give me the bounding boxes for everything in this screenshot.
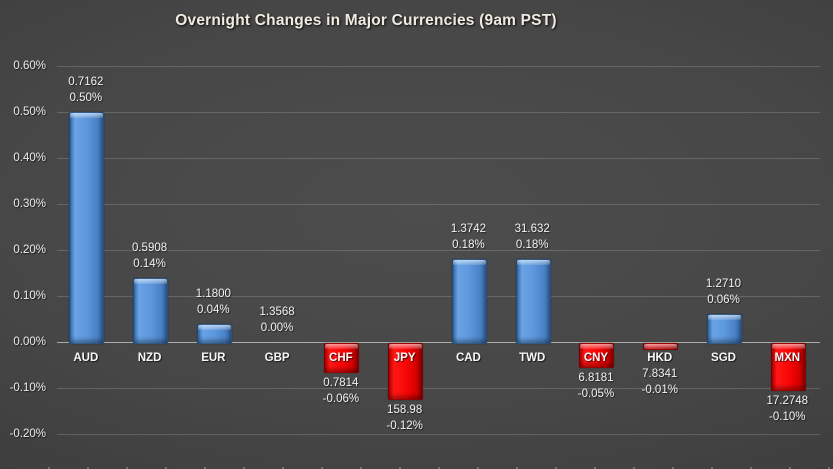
data-label-percent: 0.18% <box>452 239 485 252</box>
x-axis-label-jpy: JPY <box>393 352 416 364</box>
data-label-rate: 1.2710 <box>705 278 742 291</box>
bar-highlight <box>516 260 550 266</box>
bar-highlight <box>134 278 168 284</box>
x-axis-label-aud: AUD <box>73 352 99 364</box>
data-label-rate: 0.5908 <box>131 241 168 254</box>
bar-highlight <box>708 315 741 321</box>
data-label-sgd: 1.2710 0.06% <box>682 276 766 308</box>
gridline <box>57 204 820 205</box>
data-label-rate: 0.7162 <box>68 76 104 88</box>
data-label-rate: 1.3742 <box>450 223 486 236</box>
data-label-rate: 1.3568 <box>259 306 295 318</box>
x-axis-label-mxn: MXN <box>774 352 801 364</box>
y-axis-tick-label: 0.00% <box>13 336 46 348</box>
y-axis-tick-label: 0.10% <box>13 290 46 302</box>
data-label-cny: 6.8181 -0.05% <box>554 370 638 402</box>
data-label-percent: -0.05% <box>577 388 615 400</box>
x-axis-label-hkd: HKD <box>647 352 673 364</box>
y-axis-tick-label: 0.30% <box>13 198 46 210</box>
bar-jpy <box>388 343 424 401</box>
bar-cad <box>451 259 487 344</box>
bar-highlight <box>771 344 805 349</box>
data-label-percent: 0.14% <box>133 257 166 270</box>
data-label-percent: -0.01% <box>641 384 678 396</box>
zero-axis-line <box>57 342 820 343</box>
bar-mxn <box>770 343 806 391</box>
bar-highlight <box>325 344 359 349</box>
data-label-mxn: 17.2748 -0.10% <box>745 393 829 425</box>
data-label-rate: 1.1800 <box>195 287 231 300</box>
x-axis-label-eur: EUR <box>201 352 226 364</box>
data-label-jpy: 158.98 -0.12% <box>363 402 447 434</box>
data-label-rate: 158.98 <box>387 404 423 417</box>
data-label-hkd: 7.8341 -0.01% <box>618 366 702 398</box>
x-axis-label-cad: CAD <box>455 352 481 364</box>
data-label-percent: -0.10% <box>769 411 806 423</box>
bar-sgd <box>707 314 742 344</box>
gridline <box>57 158 820 159</box>
data-label-twd: 31.632 0.18% <box>490 221 574 253</box>
bar-highlight <box>452 260 486 266</box>
bar-highlight <box>580 344 614 349</box>
bar-twd <box>515 259 551 344</box>
x-axis-label-cny: CNY <box>583 352 609 364</box>
bottom-axis-ticks <box>48 467 833 469</box>
y-axis-tick-label: 0.50% <box>13 106 46 118</box>
bar-nzd <box>133 277 169 344</box>
y-axis-tick-label: 0.40% <box>13 152 46 164</box>
y-axis-tick-label: 0.20% <box>13 244 46 256</box>
data-label-rate: 0.7814 <box>323 376 359 389</box>
bar-highlight <box>70 113 104 118</box>
gridline <box>57 296 820 297</box>
y-axis-tick-label: -0.20% <box>9 428 46 440</box>
bar-highlight <box>197 324 231 330</box>
x-axis-label-nzd: NZD <box>137 352 162 364</box>
data-label-chf: 0.7814 -0.06% <box>299 375 383 407</box>
bar-highlight <box>389 344 423 349</box>
data-label-gbp: 1.3568 0.00% <box>235 304 319 336</box>
data-label-percent: 0.04% <box>197 303 230 316</box>
data-label-percent: 0.06% <box>707 294 740 307</box>
bar-cny <box>579 343 615 368</box>
data-label-nzd: 0.5908 0.14% <box>108 240 192 272</box>
data-label-rate: 17.2748 <box>766 395 809 407</box>
data-label-rate: 6.8181 <box>578 372 614 384</box>
x-axis-label-twd: TWD <box>519 352 546 364</box>
data-label-aud: 0.7162 0.50% <box>44 74 128 106</box>
gridline <box>57 66 820 67</box>
data-label-percent: 0.00% <box>260 322 294 334</box>
data-label-rate: 31.632 <box>514 223 550 236</box>
y-axis-tick-label: -0.10% <box>9 382 46 394</box>
data-label-percent: -0.12% <box>386 420 423 433</box>
bar-highlight <box>644 344 678 349</box>
data-label-eur: 1.1800 0.04% <box>171 286 255 318</box>
gridline <box>57 112 820 113</box>
bar-eur <box>196 323 232 344</box>
x-axis-label-sgd: SGD <box>711 352 736 364</box>
y-axis-tick-label: 0.60% <box>13 60 46 72</box>
bar-aud <box>69 112 105 344</box>
x-axis-label-chf: CHF <box>329 352 353 364</box>
data-label-percent: 0.50% <box>69 92 103 104</box>
bar-hkd <box>643 343 679 350</box>
data-label-cad: 1.3742 0.18% <box>426 221 510 253</box>
data-label-percent: -0.06% <box>322 392 360 405</box>
gridline <box>57 250 820 251</box>
x-axis-label-gbp: GBP <box>264 352 290 364</box>
data-label-rate: 7.8341 <box>642 368 678 380</box>
gridline <box>57 388 820 389</box>
data-label-percent: 0.18% <box>515 239 549 252</box>
gridline <box>57 434 820 435</box>
bar-chf <box>324 343 360 373</box>
chart-title: Overnight Changes in Major Currencies (9… <box>175 12 557 29</box>
